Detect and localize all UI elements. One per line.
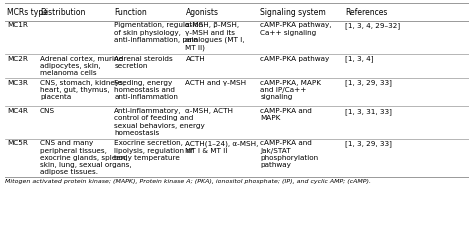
Text: ACTH: ACTH xyxy=(185,56,205,62)
Text: MC5R: MC5R xyxy=(7,140,28,146)
Text: cAMP-PKA pathway: cAMP-PKA pathway xyxy=(260,56,329,62)
Text: References: References xyxy=(345,8,387,16)
Text: α-MSH, ACTH: α-MSH, ACTH xyxy=(185,108,233,114)
Text: MC3R: MC3R xyxy=(7,80,28,86)
Text: ACTH(1–24), α-MSH,
MT I & MT II: ACTH(1–24), α-MSH, MT I & MT II xyxy=(185,140,259,154)
Text: Function: Function xyxy=(114,8,147,16)
Text: Anti-inflammatory,
control of feeding and
sexual behaviors, energy
homeostasis: Anti-inflammatory, control of feeding an… xyxy=(114,108,205,136)
Text: α-MSH, β-MSH,
γ-MSH and its
analogues (MT I,
MT II): α-MSH, β-MSH, γ-MSH and its analogues (M… xyxy=(185,22,245,51)
Text: Signaling system: Signaling system xyxy=(260,8,326,16)
Text: cAMP-PKA and
MAPK: cAMP-PKA and MAPK xyxy=(260,108,312,121)
Text: CNS and many
peripheral tissues,
exocrine glands, spleen,
skin, lung, sexual org: CNS and many peripheral tissues, exocrin… xyxy=(40,140,132,175)
Text: CNS: CNS xyxy=(40,108,55,114)
Text: [1, 3, 4, 29–32]: [1, 3, 4, 29–32] xyxy=(345,22,400,29)
Text: ACTH and γ-MSH: ACTH and γ-MSH xyxy=(185,80,246,86)
Text: [1, 3, 29, 33]: [1, 3, 29, 33] xyxy=(345,140,392,147)
Text: Pigmentation, regulation
of skin physiology,
anti-inflammation, pain: Pigmentation, regulation of skin physiol… xyxy=(114,22,203,43)
Text: Feeding, energy
homeostasis and
anti-inflammation: Feeding, energy homeostasis and anti-inf… xyxy=(114,80,178,100)
Text: MCRs type: MCRs type xyxy=(7,8,48,16)
Text: [1, 3, 4]: [1, 3, 4] xyxy=(345,56,373,63)
Text: cAMP-PKA, MAPK
and IP/Ca++
signaling: cAMP-PKA, MAPK and IP/Ca++ signaling xyxy=(260,80,321,100)
Text: [1, 3, 31, 33]: [1, 3, 31, 33] xyxy=(345,108,392,115)
Text: [1, 3, 29, 33]: [1, 3, 29, 33] xyxy=(345,80,392,87)
Text: Adrenal steroids
secretion: Adrenal steroids secretion xyxy=(114,56,173,69)
Text: CNS, stomach, kidneys,
heart, gut, thymus,
placenta: CNS, stomach, kidneys, heart, gut, thymu… xyxy=(40,80,125,100)
Text: Exocrine secretion,
lipolysis, regulation of
body temperature: Exocrine secretion, lipolysis, regulatio… xyxy=(114,140,193,161)
Text: cAMP-PKA pathway,
Ca++ signaling: cAMP-PKA pathway, Ca++ signaling xyxy=(260,22,332,36)
Text: MC2R: MC2R xyxy=(7,56,28,62)
Text: Adrenal cortex, murine
adipocytes, skin,
melanoma cells: Adrenal cortex, murine adipocytes, skin,… xyxy=(40,56,123,76)
Text: Mitogen activated protein kinase; (MAPK), Protein kinase A; (PKA), ionositol pho: Mitogen activated protein kinase; (MAPK)… xyxy=(5,179,371,184)
Text: MC4R: MC4R xyxy=(7,108,28,114)
Text: Distribution: Distribution xyxy=(40,8,85,16)
Text: cAMP-PKA and
Jak/STAT
phosphorylation
pathway: cAMP-PKA and Jak/STAT phosphorylation pa… xyxy=(260,140,319,168)
Text: Agonists: Agonists xyxy=(185,8,219,16)
Text: MC1R: MC1R xyxy=(7,22,28,28)
